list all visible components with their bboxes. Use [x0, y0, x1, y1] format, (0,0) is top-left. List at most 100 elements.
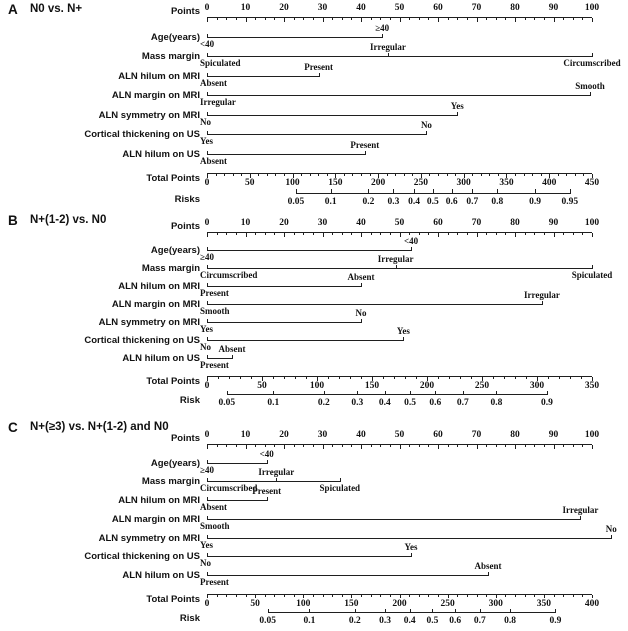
- panel-a-total-tick-label: 50: [245, 178, 255, 189]
- panel-c-risk-tick-label: 0.2: [348, 616, 361, 627]
- panel-c-points-minor-tick: [466, 445, 468, 447]
- panel-a-risk-tick: [414, 189, 416, 194]
- panel-a-total-minor-tick: [480, 174, 482, 177]
- panel-a-points-major-tick: [245, 18, 247, 22]
- panel-c-row-label: Age(years): [150, 457, 200, 469]
- panel-b-variable-end-tick: [207, 247, 208, 251]
- panel-b-points-minor-tick: [572, 233, 574, 235]
- panel-a-risk-tick: [569, 189, 571, 194]
- panel-c-points-major-tick: [245, 445, 247, 449]
- panel-b-total-minor-tick: [449, 377, 450, 379]
- panel-b-row-label: ALN margin on MRI: [111, 299, 200, 310]
- panel-c-total-tick-label: 200: [392, 598, 407, 609]
- panel-a-points-minor-tick: [303, 18, 305, 20]
- panel-a-points-minor-tick: [457, 18, 459, 20]
- panel-a-points-minor-tick: [563, 18, 565, 20]
- panel-c-points-tick-label: 40: [356, 430, 366, 440]
- panel-a-category-tick: [590, 92, 592, 97]
- panel-c-variable-line: [207, 500, 267, 502]
- panel-a-points-tick-label: 30: [317, 3, 328, 13]
- panel-b-risk-tick: [384, 390, 386, 395]
- panel-a-points-minor-tick: [235, 18, 237, 20]
- panel-b-total-tick-label: 250: [474, 381, 490, 391]
- panel-a-points-minor-tick: [312, 18, 314, 20]
- panel-b-points-major-tick: [399, 233, 401, 237]
- panel-c-category-tick: [266, 459, 268, 464]
- panel-b-risk-tick: [273, 390, 275, 395]
- panel-a-category-tick: [382, 33, 384, 38]
- panel-a-risk-tick: [295, 189, 297, 194]
- panel-a-points-minor-tick: [255, 18, 257, 20]
- panel-b-points-minor-tick: [264, 233, 266, 235]
- panel-a-total-minor-tick: [241, 174, 243, 177]
- panel-c-variable-line: [207, 537, 612, 539]
- panel-a-risk-tick-label: 0.7: [466, 196, 479, 207]
- panel-b-risk-tick: [226, 390, 228, 395]
- panel-c-total-minor-tick: [341, 594, 343, 597]
- panel-c-points-minor-tick: [226, 445, 228, 447]
- panel-b-row-label: ALN hilum on US: [122, 353, 200, 364]
- panel-c-points-tick-label: 70: [471, 430, 482, 440]
- panel-c-total-minor-tick: [563, 594, 565, 597]
- panel-b-points-minor-tick: [563, 233, 565, 235]
- panel-b-row-label: ALN hilum on MRI: [118, 281, 200, 292]
- panel-c-points-minor-tick: [341, 445, 343, 447]
- panel-c-points-minor-tick: [274, 445, 276, 447]
- panel-b-category-tick: [361, 319, 362, 323]
- panel-a-points-major-tick: [553, 18, 555, 22]
- panel-c-points-tick-label: 0: [204, 430, 210, 440]
- panel-c-row-label: ALN hilum on US: [122, 569, 200, 581]
- panel-c-variable-end-tick: [207, 515, 208, 520]
- panel-b-total-tick-label: 100: [309, 381, 325, 391]
- panel-a-variable-line: [207, 134, 427, 136]
- panel-b-risk-tick-label: 0.3: [351, 398, 364, 408]
- panel-a-total-minor-tick: [429, 174, 431, 177]
- panel-a-risk-tick-label: 0.5: [426, 196, 439, 207]
- panel-b-total-minor-tick: [284, 377, 285, 379]
- panel-c-category-tick: [266, 497, 268, 502]
- panel-a-total-minor-tick: [224, 174, 226, 177]
- panel-b-total-minor-tick: [581, 377, 582, 379]
- panel-a-points-tick-label: 100: [584, 3, 600, 13]
- panel-a-category-label-bottom: Yes: [200, 136, 213, 147]
- panel-a-category-label-top: Present: [304, 61, 334, 72]
- panel-c-category-label-top: Present: [252, 486, 282, 497]
- panel-b-category-tick: [232, 355, 234, 359]
- panel-c-total-minor-tick: [264, 594, 266, 597]
- panel-c-total-minor-tick: [553, 594, 555, 597]
- panel-b-total-minor-tick: [273, 377, 274, 379]
- panel-b-total-minor-tick: [350, 377, 351, 379]
- panel-b-points-tick-label: 70: [471, 218, 482, 228]
- panel-b-category-tick: [395, 265, 397, 269]
- panel-c-variable-line: [207, 574, 489, 576]
- panel-a-category-tick: [364, 150, 366, 155]
- panel-a-total-major-tick: [335, 174, 337, 178]
- panel-b-points-tick-label: 80: [510, 218, 520, 228]
- panel-b-variable-end-tick: [207, 265, 208, 269]
- panel-a-points-minor-tick: [524, 18, 526, 20]
- panel-b-letter: B: [8, 213, 18, 228]
- panel-c-points-tick-label: 100: [584, 430, 600, 440]
- panel-b-category-label-top: Absent: [347, 272, 375, 282]
- panel-a-points-minor-tick: [216, 18, 218, 20]
- panel-b-points-major-tick: [245, 233, 247, 237]
- panel-b-total-major-tick: [592, 377, 593, 381]
- panel-c-risk-tick: [432, 608, 434, 614]
- panel-a-total-minor-tick: [215, 174, 217, 177]
- panel-c-points-minor-tick: [418, 445, 420, 447]
- panel-c-risk-tick: [385, 608, 387, 614]
- panel-a-risk-tick: [451, 189, 453, 194]
- panel-a-category-label-bottom: Absent: [200, 155, 228, 166]
- panel-a-total-major-tick: [420, 174, 422, 178]
- panel-a-variable-end-tick: [207, 92, 208, 97]
- panel-c-total-minor-tick: [380, 594, 382, 597]
- panel-c-points-minor-tick: [380, 445, 382, 447]
- panel-b-variable-end-tick: [207, 283, 208, 287]
- panel-c-total-minor-tick: [476, 594, 478, 597]
- panel-b-points-tick-label: 90: [548, 218, 559, 228]
- panel-b-category-label-bottom: Present: [200, 288, 229, 298]
- panel-c-risk-tick-label: 0.05: [259, 616, 276, 627]
- panel-c-total-points-row-label: Total Points: [146, 593, 200, 605]
- panel-b-total-points-row-label: Total Points: [146, 376, 200, 387]
- panel-c-points-minor-tick: [303, 445, 305, 447]
